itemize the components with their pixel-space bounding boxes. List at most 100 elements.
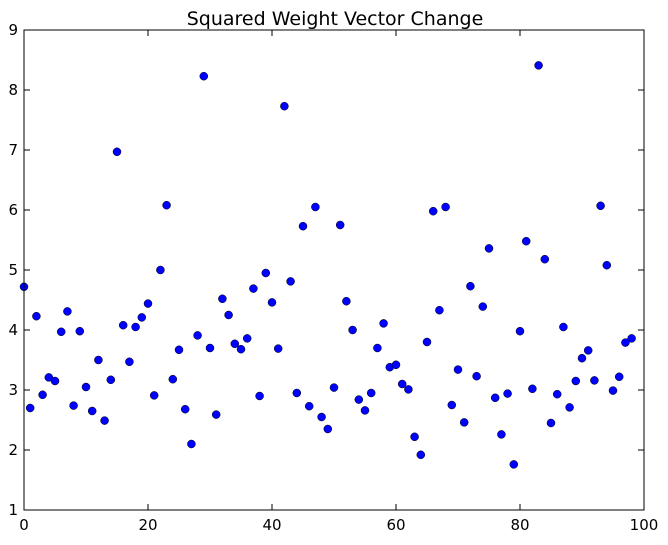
data-point — [366, 388, 376, 398]
data-point — [180, 404, 190, 414]
data-point — [602, 260, 612, 270]
data-point — [69, 401, 78, 410]
y-tick-label: 9 — [8, 21, 18, 39]
data-point — [509, 460, 519, 469]
data-point — [131, 322, 140, 332]
data-point — [292, 388, 302, 398]
data-point — [187, 439, 196, 449]
data-point — [280, 101, 289, 111]
y-tick-label: 5 — [8, 261, 18, 279]
data-point — [205, 343, 215, 353]
data-point — [87, 406, 97, 416]
data-point — [478, 302, 488, 311]
data-point — [379, 319, 388, 328]
data-point — [497, 430, 506, 439]
data-point — [521, 236, 531, 246]
y-tick-label: 8 — [8, 81, 18, 99]
data-point — [627, 334, 636, 343]
data-point — [490, 393, 500, 403]
data-point — [397, 379, 407, 389]
data-point — [583, 346, 593, 355]
x-axis-tick-labels: 0 20 40 60 80 100 — [19, 516, 658, 534]
data-point — [273, 344, 283, 353]
data-point — [125, 357, 134, 367]
data-point — [112, 147, 122, 157]
y-axis-tick-labels: 1 2 3 4 5 6 7 8 9 — [8, 21, 18, 519]
data-point — [621, 338, 630, 347]
x-tick-label: 60 — [386, 516, 405, 534]
data-point — [50, 376, 60, 386]
x-tick-label: 100 — [630, 516, 659, 534]
data-point — [342, 296, 351, 306]
data-point — [590, 376, 599, 385]
data-point — [298, 221, 308, 231]
data-point — [100, 416, 109, 425]
data-point — [515, 326, 525, 336]
data-point — [118, 320, 128, 330]
data-point — [552, 389, 562, 399]
data-point — [224, 310, 233, 320]
data-point — [249, 284, 258, 293]
data-points — [19, 61, 636, 469]
y-tick-label: 6 — [8, 201, 18, 219]
data-point — [404, 385, 413, 394]
data-point — [528, 384, 537, 394]
data-point — [540, 254, 550, 264]
y-tick-label: 3 — [8, 381, 18, 399]
data-point — [267, 298, 277, 307]
data-point — [354, 395, 364, 404]
data-point — [614, 372, 624, 382]
data-point — [56, 327, 66, 337]
data-point — [25, 403, 35, 413]
data-point — [193, 331, 202, 340]
data-point — [218, 294, 227, 304]
y-tick-label: 7 — [8, 141, 18, 159]
data-point — [441, 202, 450, 212]
data-point — [453, 365, 463, 374]
data-point — [38, 390, 47, 400]
plot-area-frame — [23, 29, 645, 511]
y-tick-label: 4 — [8, 321, 18, 339]
chart-title: Squared Weight Vector Change — [187, 8, 484, 30]
data-point — [546, 418, 556, 428]
data-point — [323, 424, 333, 434]
data-point — [106, 375, 116, 385]
data-point — [174, 345, 184, 355]
data-point — [484, 244, 494, 253]
data-point — [168, 374, 178, 384]
data-point — [534, 61, 543, 70]
data-point — [236, 344, 246, 354]
data-point — [156, 265, 165, 275]
data-point — [410, 432, 419, 442]
y-tick-label: 2 — [8, 441, 18, 459]
data-point — [428, 206, 438, 216]
data-point — [230, 339, 240, 349]
data-point — [559, 322, 568, 332]
data-point — [242, 334, 252, 343]
data-point — [571, 376, 581, 386]
data-point — [459, 418, 469, 427]
data-point — [565, 403, 574, 412]
data-point — [577, 353, 587, 363]
data-point — [416, 450, 426, 460]
data-point — [261, 268, 271, 278]
data-point — [81, 382, 91, 392]
data-point — [435, 305, 444, 315]
data-point — [94, 355, 103, 365]
data-point — [472, 371, 481, 381]
data-point — [503, 389, 512, 398]
data-point — [255, 391, 264, 401]
axis-ticks — [23, 29, 645, 511]
data-point — [596, 201, 605, 211]
data-point — [447, 400, 457, 410]
y-tick-label: 1 — [8, 501, 18, 519]
data-point — [311, 202, 320, 212]
x-tick-label: 0 — [19, 516, 29, 534]
data-point — [317, 412, 326, 422]
data-point — [304, 401, 314, 411]
data-point — [162, 200, 171, 210]
data-point — [63, 307, 72, 316]
data-point — [360, 406, 370, 415]
data-point — [75, 326, 85, 336]
